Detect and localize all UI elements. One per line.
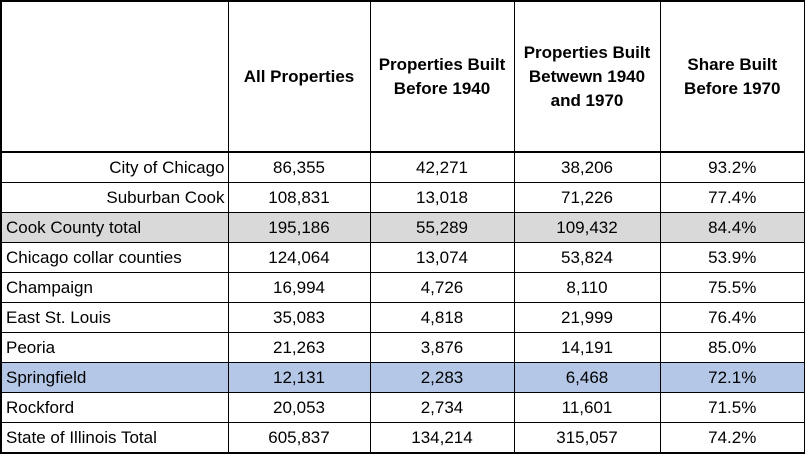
share-before-1970-cell: 74.2%: [659, 422, 805, 454]
row-label: Champaign: [0, 272, 229, 303]
share-before-1970-cell: 77.4%: [659, 182, 805, 213]
share-before-1970-cell: 71.5%: [659, 392, 805, 423]
built-before-1940-cell: 134,214: [369, 422, 515, 454]
table-row: East St. Louis 35,083 4,818 21,999 76.4%: [0, 302, 805, 333]
row-label: Chicago collar counties: [0, 242, 229, 273]
built-1940-1970-cell: 71,226: [513, 182, 661, 213]
header-all-properties: All Properties: [227, 1, 371, 153]
all-properties-cell: 35,083: [227, 302, 371, 333]
all-properties-cell: 108,831: [227, 182, 371, 213]
table-row: City of Chicago 86,355 42,271 38,206 93.2%: [0, 151, 805, 183]
built-1940-1970-cell: 6,468: [513, 362, 661, 393]
share-before-1970-cell: 72.1%: [659, 362, 805, 393]
built-1940-1970-cell: 21,999: [513, 302, 661, 333]
all-properties-cell: 21,263: [227, 332, 371, 363]
share-before-1970-cell: 75.5%: [659, 272, 805, 303]
table-row: Suburban Cook 108,831 13,018 71,226 77.4%: [0, 182, 805, 213]
all-properties-cell: 20,053: [227, 392, 371, 423]
header-built-1940-1970: Properties Built Betwewn 1940 and 1970: [513, 1, 661, 153]
row-label: Peoria: [0, 332, 229, 363]
built-1940-1970-cell: 53,824: [513, 242, 661, 273]
table-row: State of Illinois Total 605,837 134,214 315…: [0, 422, 805, 454]
built-before-1940-cell: 42,271: [369, 151, 515, 183]
share-before-1970-cell: 84.4%: [659, 212, 805, 243]
table-row: Springfield 12,131 2,283 6,468 72.1%: [0, 362, 805, 393]
header-row: All Properties Properties Built Before 1…: [0, 1, 805, 153]
row-label: Springfield: [0, 362, 229, 393]
built-before-1940-cell: 3,876: [369, 332, 515, 363]
all-properties-cell: 195,186: [227, 212, 371, 243]
table-row: Rockford 20,053 2,734 11,601 71.5%: [0, 392, 805, 423]
share-before-1970-cell: 53.9%: [659, 242, 805, 273]
built-1940-1970-cell: 14,191: [513, 332, 661, 363]
row-label: Suburban Cook: [0, 182, 229, 213]
built-before-1940-cell: 2,283: [369, 362, 515, 393]
all-properties-cell: 605,837: [227, 422, 371, 454]
row-label: Rockford: [0, 392, 229, 423]
header-built-before-1940: Properties Built Before 1940: [369, 1, 515, 153]
header-blank: [0, 1, 229, 153]
table-row: Chicago collar counties 124,064 13,074 53,8…: [0, 242, 805, 273]
built-before-1940-cell: 2,734: [369, 392, 515, 423]
built-before-1940-cell: 13,018: [369, 182, 515, 213]
table-row: Peoria 21,263 3,876 14,191 85.0%: [0, 332, 805, 363]
table-row: Champaign 16,994 4,726 8,110 75.5%: [0, 272, 805, 303]
row-label: State of Illinois Total: [0, 422, 229, 454]
share-before-1970-cell: 76.4%: [659, 302, 805, 333]
built-1940-1970-cell: 109,432: [513, 212, 661, 243]
table-row: Cook County total 195,186 55,289 109,432 84.…: [0, 212, 805, 243]
share-before-1970-cell: 93.2%: [659, 151, 805, 183]
all-properties-cell: 86,355: [227, 151, 371, 183]
built-before-1940-cell: 4,726: [369, 272, 515, 303]
built-before-1940-cell: 4,818: [369, 302, 515, 333]
all-properties-cell: 16,994: [227, 272, 371, 303]
built-1940-1970-cell: 8,110: [513, 272, 661, 303]
row-label: City of Chicago: [0, 151, 229, 183]
built-1940-1970-cell: 315,057: [513, 422, 661, 454]
built-1940-1970-cell: 11,601: [513, 392, 661, 423]
built-before-1940-cell: 55,289: [369, 212, 515, 243]
all-properties-cell: 124,064: [227, 242, 371, 273]
share-before-1970-cell: 85.0%: [659, 332, 805, 363]
row-label: East St. Louis: [0, 302, 229, 333]
row-label: Cook County total: [0, 212, 229, 243]
built-1940-1970-cell: 38,206: [513, 151, 661, 183]
all-properties-cell: 12,131: [227, 362, 371, 393]
header-share-before-1970: Share Built Before 1970: [659, 1, 805, 153]
built-before-1940-cell: 13,074: [369, 242, 515, 273]
